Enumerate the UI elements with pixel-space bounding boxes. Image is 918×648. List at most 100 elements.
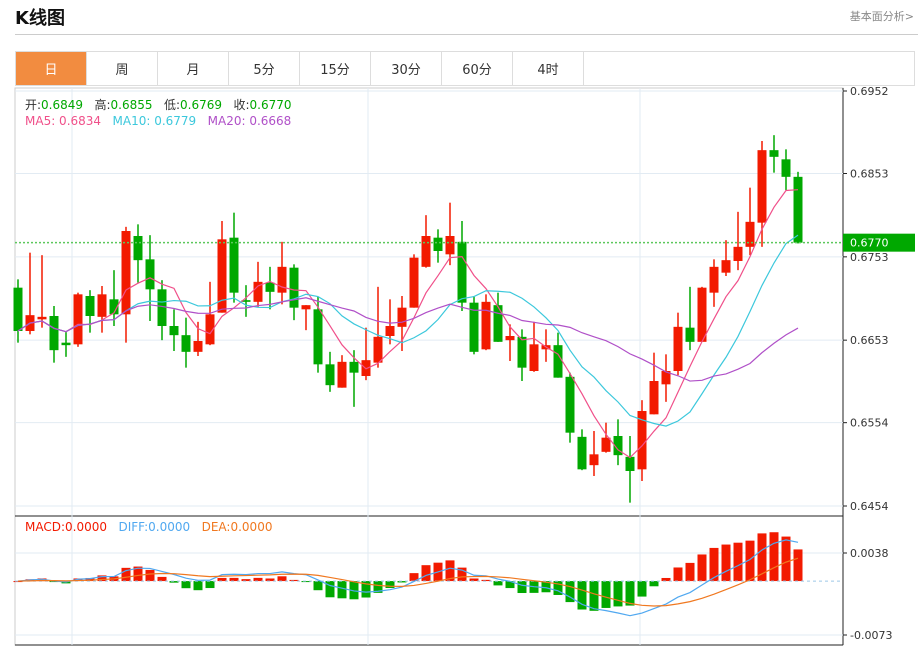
ma20-line: [17, 297, 799, 382]
macd-bar: [745, 540, 755, 582]
candle-down: [61, 342, 71, 346]
candle-up: [709, 266, 719, 293]
ma20-value: MA20: 0.6668: [207, 114, 292, 128]
macd-bar: [277, 576, 287, 582]
diff-line: [17, 539, 799, 617]
macd-bar: [541, 581, 551, 593]
tab-2[interactable]: 月: [158, 52, 229, 85]
candle-down: [181, 335, 191, 352]
macd-bar: [169, 581, 179, 583]
macd-bar: [253, 577, 263, 582]
low-label: 低:: [164, 98, 181, 112]
macd-bar: [793, 549, 803, 582]
candle-up: [529, 344, 539, 371]
candle-up: [445, 236, 455, 255]
macd-bar: [685, 562, 695, 582]
dea-value: DEA:0.0000: [201, 520, 273, 534]
open-label: 开:: [25, 98, 42, 112]
macd-bar: [349, 581, 359, 600]
candle-down: [169, 326, 179, 336]
macd-tick-label: -0.0073: [850, 629, 892, 642]
macd-bar: [121, 567, 131, 582]
macd-bar: [397, 581, 407, 583]
current-price-label: 0.6770: [850, 237, 889, 250]
macd-legend: MACD:0.0000 DIFF:0.0000 DEA:0.0000: [25, 520, 272, 534]
tab-0[interactable]: 日: [16, 52, 87, 85]
dea-line: [17, 557, 799, 607]
candle-down: [685, 327, 695, 342]
ma5-value: MA5: 0.6834: [25, 114, 102, 128]
chart-frame: [14, 87, 844, 646]
macd-bar: [553, 581, 563, 595]
candle-down: [517, 336, 527, 368]
macd-bar: [289, 579, 299, 582]
candle-down: [553, 345, 563, 378]
macd-bar: [697, 554, 707, 582]
tab-6[interactable]: 60分: [442, 52, 513, 85]
candle-up: [121, 231, 131, 315]
macd-bar: [133, 566, 143, 582]
y-tick-label: 0.6753: [850, 251, 889, 264]
tab-7[interactable]: 4时: [513, 52, 584, 85]
candle-down: [229, 237, 239, 293]
macd-bar: [625, 581, 635, 606]
fundamental-analysis-link[interactable]: 基本面分析>: [849, 10, 914, 23]
macd-bar: [661, 577, 671, 582]
candle-up: [337, 361, 347, 388]
macd-bar: [157, 576, 167, 582]
macd-bar: [601, 581, 611, 608]
macd-bar: [637, 581, 647, 597]
candle-down: [145, 259, 155, 290]
macd-bar: [97, 575, 107, 582]
candle-up: [193, 341, 203, 352]
tab-5[interactable]: 30分: [371, 52, 442, 85]
macd-tick-label: 0.0038: [850, 547, 889, 560]
page-title: K线图: [15, 8, 65, 29]
tab-3[interactable]: 5分: [229, 52, 300, 85]
y-tick-label: 0.6554: [850, 417, 889, 430]
close-label: 收:: [233, 98, 250, 112]
candle-down: [781, 159, 791, 177]
macd-bar: [409, 573, 419, 582]
tab-1[interactable]: 周: [87, 52, 158, 85]
y-tick-label: 0.6952: [850, 85, 889, 98]
candle-up: [373, 336, 383, 363]
candle-up: [721, 260, 731, 273]
candle-up: [673, 326, 683, 371]
candle-up: [637, 411, 647, 470]
header-divider: [15, 34, 918, 35]
candle-down: [577, 436, 587, 470]
macd-bar: [373, 581, 383, 593]
macd-bar: [205, 581, 215, 589]
candle-up: [421, 236, 431, 267]
macd-bar: [217, 577, 227, 582]
ohlc-legend: 开:0.6849 高:0.6855 低:0.6769 收:0.6770: [25, 96, 292, 113]
macd-bar: [589, 581, 599, 611]
macd-bar: [721, 544, 731, 582]
macd-bar: [145, 569, 155, 582]
candle-up: [37, 316, 47, 320]
macd-bar: [85, 577, 95, 582]
candle-down: [613, 436, 623, 456]
candle-down: [469, 302, 479, 352]
candle-up: [589, 454, 599, 466]
candle-up: [505, 336, 515, 341]
macd-value: MACD:0.0000: [25, 520, 108, 534]
candle-down: [265, 282, 275, 292]
candle-down: [793, 176, 803, 243]
macd-bar: [709, 547, 719, 582]
candle-up: [649, 381, 659, 415]
candle-down: [769, 150, 779, 157]
macd-bar: [565, 581, 575, 603]
tab-4[interactable]: 15分: [300, 52, 371, 85]
candle-up: [217, 239, 227, 313]
macd-bar: [769, 532, 779, 582]
candle-down: [625, 456, 635, 471]
close-value: 0.6770: [249, 98, 292, 112]
y-tick-label: 0.6653: [850, 334, 889, 347]
candle-up: [397, 307, 407, 327]
macd-bar: [493, 581, 503, 586]
macd-bar: [361, 581, 371, 598]
macd-bar: [733, 542, 743, 582]
